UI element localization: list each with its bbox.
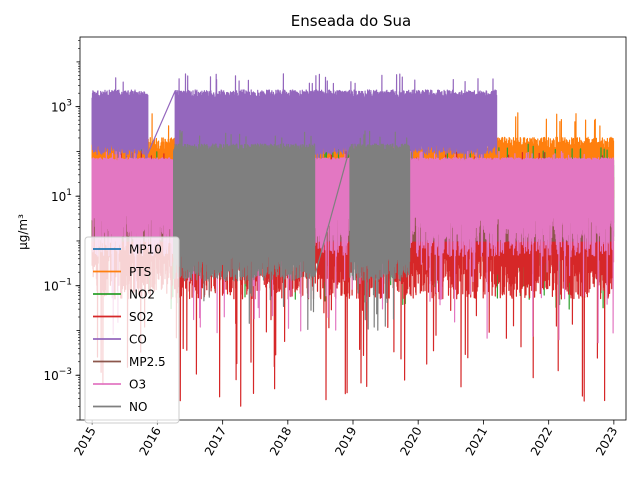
legend-label-pts: PTS xyxy=(129,265,151,279)
x-tick-label: 2016 xyxy=(137,425,164,458)
y-tick-label: 101 xyxy=(51,188,72,204)
x-tick-label: 2018 xyxy=(267,425,294,458)
legend-label-mp25: MP2.5 xyxy=(129,355,166,369)
y-tick-label: 10−1 xyxy=(43,278,72,294)
legend-label-so2: SO2 xyxy=(129,310,154,324)
x-tick-label: 2020 xyxy=(397,425,424,458)
y-tick-label: 103 xyxy=(51,99,72,115)
legend[interactable]: MP10 PTS NO2 SO2 CO MP2.5 O3 NO xyxy=(84,236,180,424)
x-tick-label: 2015 xyxy=(71,425,98,458)
legend-frame xyxy=(84,236,180,424)
x-tick-label: 2017 xyxy=(202,425,229,458)
legend-label-no: NO xyxy=(129,400,147,414)
legend-label-o3: O3 xyxy=(129,378,146,392)
legend-label-no2: NO2 xyxy=(129,288,155,302)
y-tick-label: 10−3 xyxy=(43,367,72,383)
x-tick-label: 2019 xyxy=(332,425,359,458)
y-axis-label: µg/m³ xyxy=(16,214,30,250)
legend-label-co: CO xyxy=(129,333,147,347)
legend-label-mp10: MP10 xyxy=(129,243,162,257)
x-tick-label: 2023 xyxy=(593,425,620,458)
chart-title: Enseada do Sua xyxy=(291,12,411,30)
series-line-no xyxy=(173,129,411,331)
series-line-co xyxy=(91,73,498,176)
x-tick-label: 2021 xyxy=(463,425,490,458)
x-tick-label: 2022 xyxy=(528,425,555,458)
plot-series xyxy=(91,73,615,407)
